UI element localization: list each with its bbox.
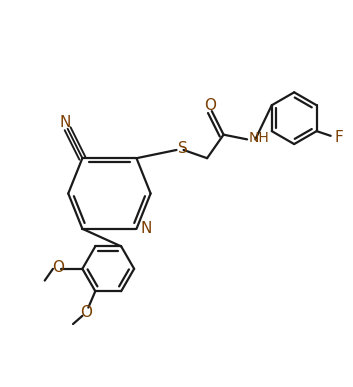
Text: O: O xyxy=(204,98,216,113)
Text: F: F xyxy=(335,130,344,144)
Text: O: O xyxy=(80,305,92,320)
Text: NH: NH xyxy=(249,131,270,145)
Text: N: N xyxy=(59,115,71,130)
Text: N: N xyxy=(140,221,151,236)
Text: O: O xyxy=(52,260,64,275)
Text: S: S xyxy=(178,140,187,156)
